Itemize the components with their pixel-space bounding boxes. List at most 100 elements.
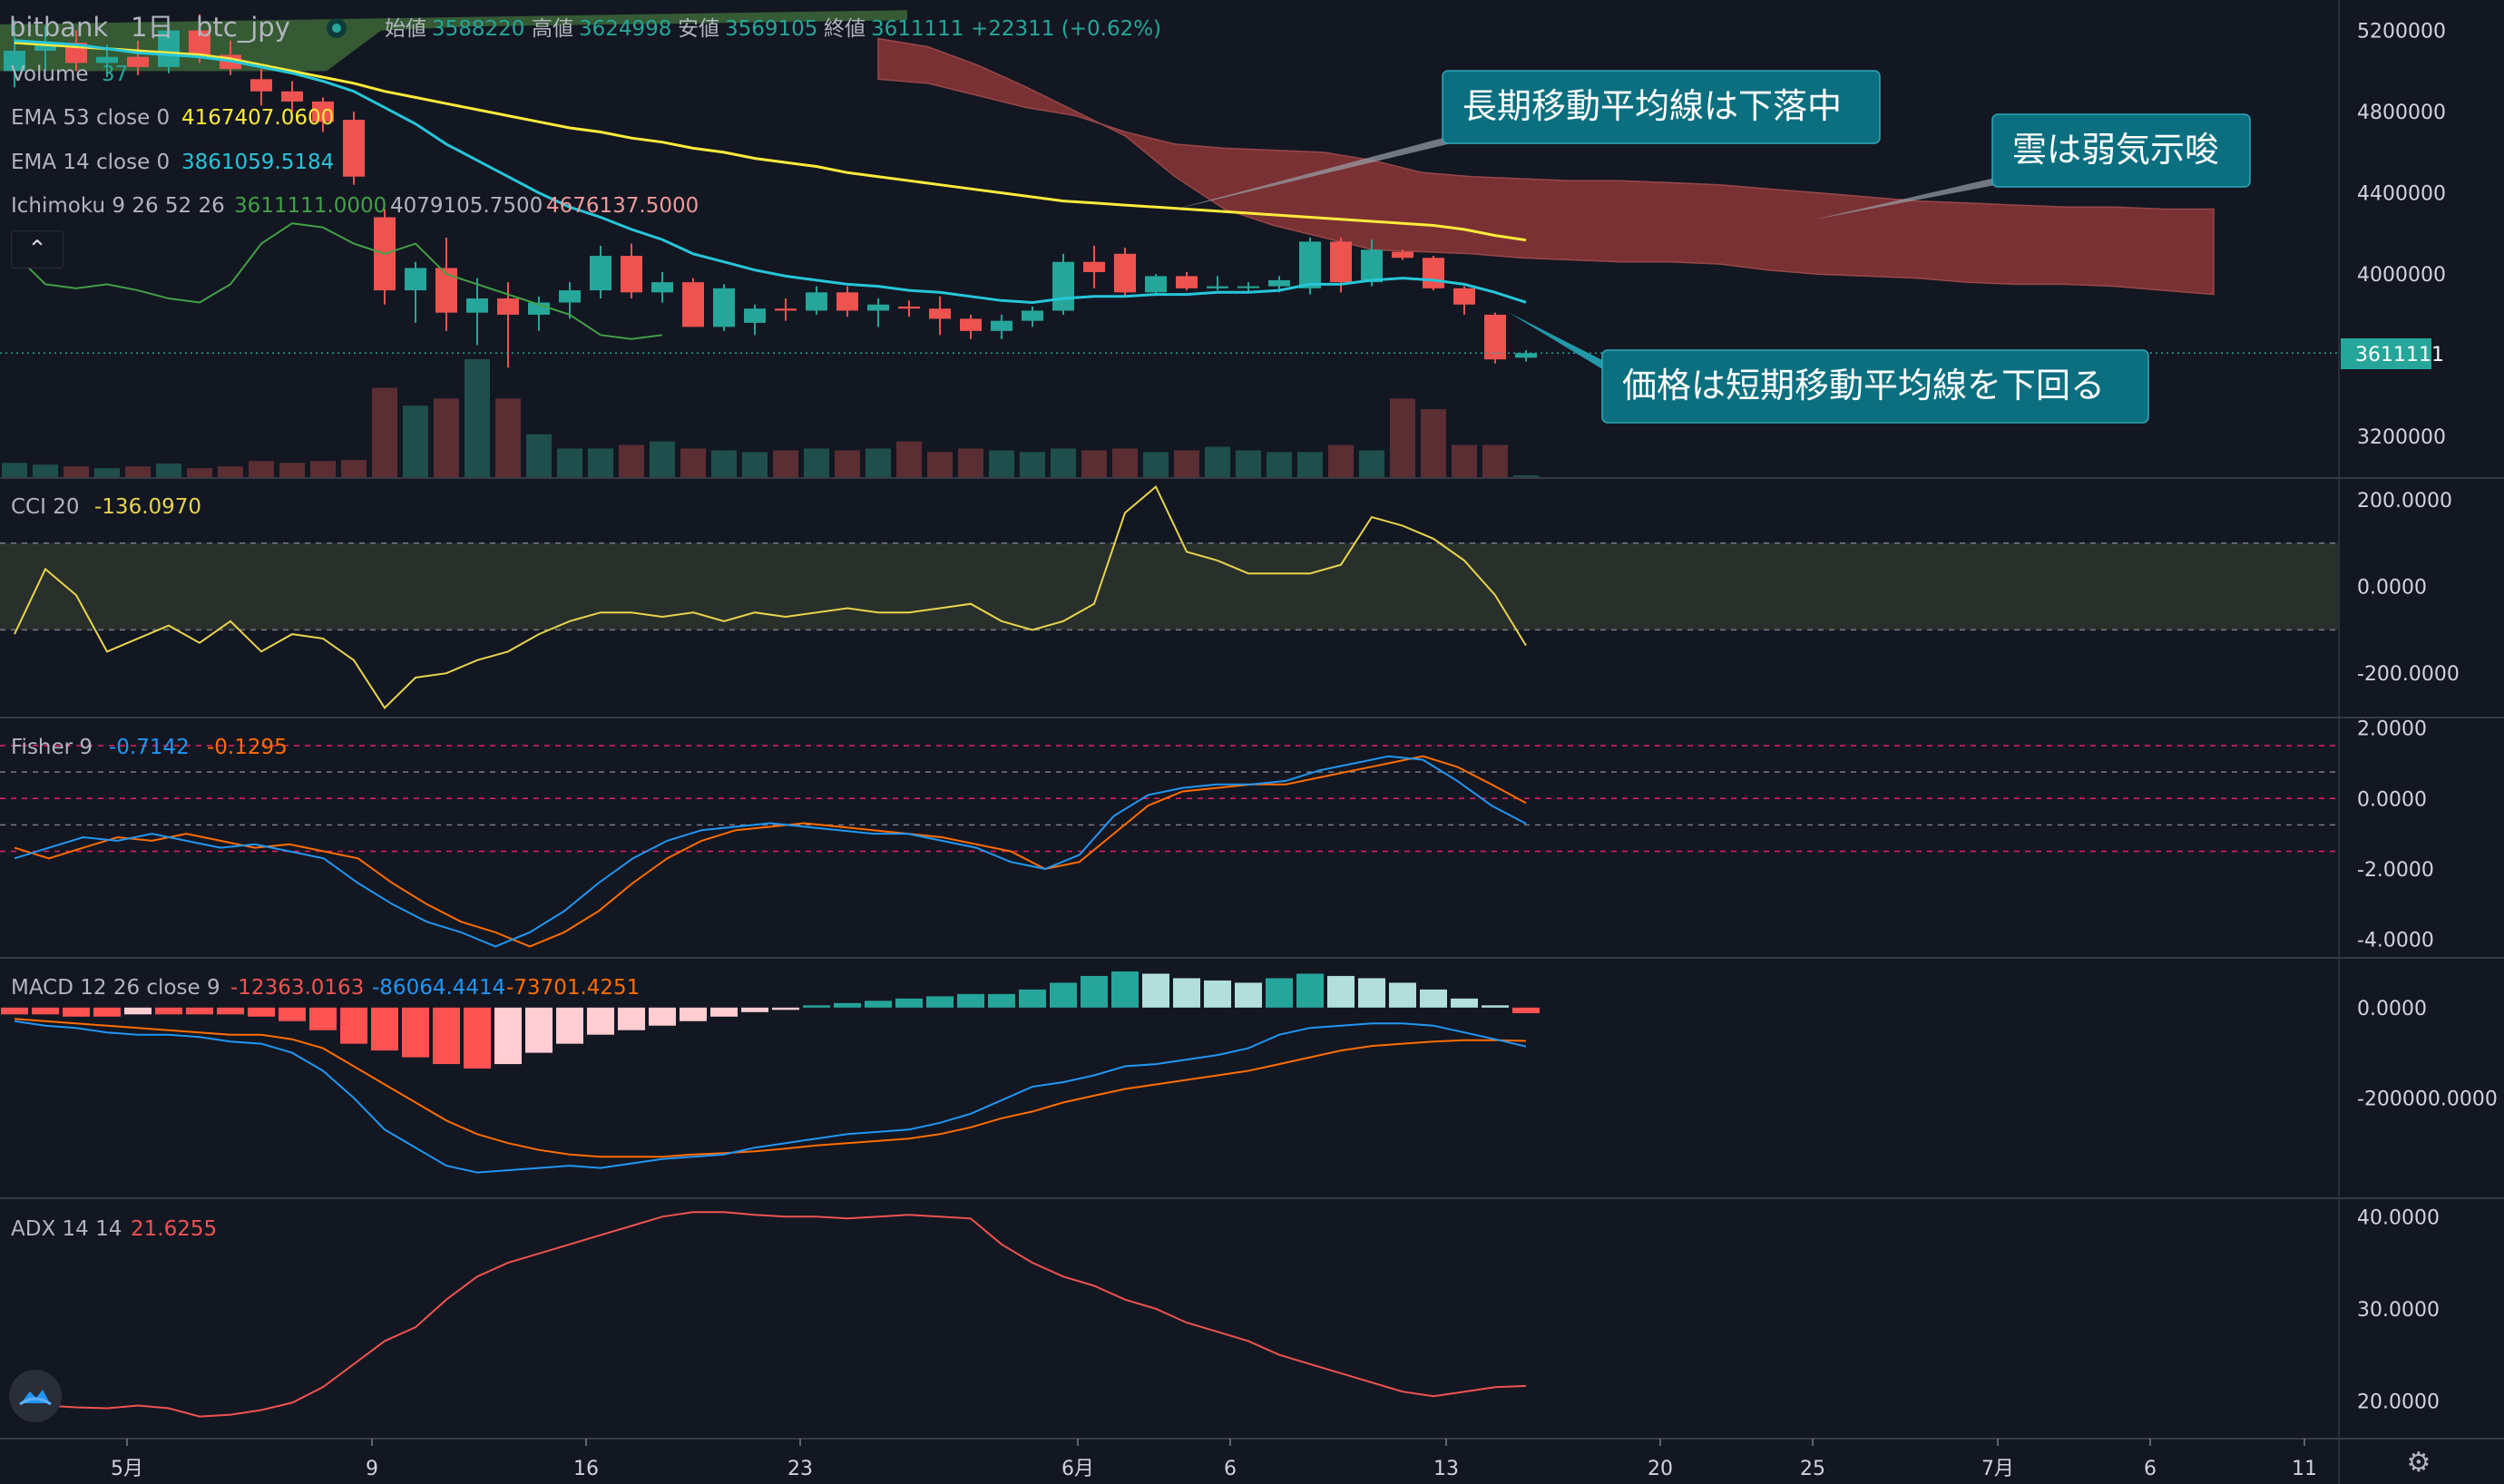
candle[interactable] <box>1145 274 1167 295</box>
candle[interactable] <box>1361 239 1383 287</box>
candlesticks[interactable] <box>4 14 1537 368</box>
candle-body <box>867 304 889 311</box>
macd-histogram-bar <box>1389 982 1416 1008</box>
candle[interactable] <box>1052 253 1074 315</box>
macd-histogram-bar <box>433 1007 460 1065</box>
candle[interactable] <box>775 298 797 321</box>
macd-histogram-bar <box>1142 973 1169 1008</box>
volume-bars <box>2 359 1539 477</box>
candle[interactable] <box>1083 245 1105 288</box>
indicator-legends: Volume 37 EMA 53 close 0 4167407.0600 EM… <box>11 63 699 1241</box>
volume-legend[interactable]: Volume <box>11 63 89 86</box>
chevron-up-icon: ⌃ <box>27 236 47 263</box>
fisher-line <box>14 755 1527 948</box>
candle-body <box>1114 253 1136 293</box>
candle[interactable] <box>435 237 457 331</box>
candle-body <box>744 308 766 323</box>
time-axis[interactable]: 5月 9 16 23 6月 6 13 20 25 7月 6 11 <box>111 1439 2317 1480</box>
candle[interactable] <box>651 271 673 303</box>
candle[interactable] <box>1330 237 1352 293</box>
ema53-legend[interactable]: EMA 53 close 0 <box>11 106 170 130</box>
fisher-legend[interactable]: Fisher 9 <box>11 736 93 759</box>
volume-bar <box>711 450 737 477</box>
candle[interactable] <box>1237 282 1259 293</box>
candle[interactable] <box>4 20 25 88</box>
gear-icon[interactable]: ⚙ <box>2406 1447 2431 1479</box>
candle[interactable] <box>312 97 334 132</box>
candle[interactable] <box>1423 256 1444 291</box>
candle[interactable] <box>713 284 735 331</box>
adx-legend[interactable]: ADX 14 14 <box>11 1217 122 1241</box>
candle[interactable] <box>836 286 858 317</box>
candle[interactable] <box>1022 306 1043 327</box>
candle[interactable] <box>158 26 180 73</box>
macd-histogram-bar <box>926 996 954 1008</box>
candle[interactable] <box>1299 237 1321 295</box>
candle[interactable] <box>929 296 951 336</box>
fisher-tick-label: -2.0000 <box>2357 859 2434 882</box>
candle[interactable] <box>1176 271 1198 291</box>
cci-legend[interactable]: CCI 20 <box>11 495 79 519</box>
volume-bar <box>465 359 490 477</box>
price-axis[interactable]: 5200000 4800000 4400000 4000000 3200000 200.0… <box>2357 21 2498 1414</box>
ema14-legend[interactable]: EMA 14 close 0 <box>11 151 170 174</box>
macd-legend-v1: -12363.0163 <box>230 976 364 1000</box>
candle[interactable] <box>1484 312 1506 364</box>
collapse-legend-button[interactable]: ⌃ <box>11 230 64 268</box>
candle[interactable] <box>127 40 149 75</box>
candle[interactable] <box>1114 248 1136 297</box>
price-tick-label: 4000000 <box>2357 264 2446 287</box>
candle[interactable] <box>281 81 303 112</box>
macd-legend-v3: -73701.4251 <box>506 976 640 1000</box>
candle-body <box>1515 353 1537 358</box>
open-value: 3588220 <box>432 17 524 41</box>
candle[interactable] <box>867 298 889 327</box>
time-tick-label: 16 <box>573 1458 599 1480</box>
volume-bar <box>1174 450 1199 477</box>
candle[interactable] <box>744 304 766 336</box>
candle[interactable] <box>621 243 642 299</box>
volume-bar <box>2 463 27 477</box>
candle[interactable] <box>466 278 488 346</box>
candle[interactable] <box>1392 249 1413 260</box>
volume-bar <box>1112 448 1138 477</box>
candle[interactable] <box>682 278 704 327</box>
candle[interactable] <box>1453 286 1475 315</box>
candle[interactable] <box>405 261 426 323</box>
annotation-short-ma[interactable]: 価格は短期移動平均線を下回る <box>1508 312 2149 424</box>
candle[interactable] <box>559 282 581 319</box>
candle[interactable] <box>34 26 56 72</box>
candle[interactable] <box>590 245 611 299</box>
interval-label[interactable]: 1日 <box>131 12 173 43</box>
close-value: 3611111 <box>871 17 963 41</box>
candle[interactable] <box>1207 276 1228 291</box>
candle-body <box>1083 261 1105 272</box>
candle[interactable] <box>343 112 365 185</box>
macd-histogram-bar <box>371 1007 398 1051</box>
annotation-long-ma[interactable]: 長期移動平均線は下落中 <box>1170 70 1881 210</box>
symbol-label[interactable]: btc_jpy <box>196 12 290 43</box>
candle[interactable] <box>898 300 920 317</box>
adx-line <box>14 1211 1527 1418</box>
macd-histogram-bar <box>309 1007 337 1030</box>
candle-body <box>1392 251 1413 259</box>
candle[interactable] <box>189 14 210 63</box>
candle[interactable] <box>960 314 982 339</box>
last-price-value: 3611111 <box>2355 344 2444 366</box>
ema53-line <box>14 41 1527 242</box>
candle[interactable] <box>991 314 1012 339</box>
macd-legend[interactable]: MACD 12 26 close 9 <box>11 976 220 1000</box>
ichimoku-legend[interactable]: Ichimoku 9 26 52 26 <box>11 194 225 218</box>
candle[interactable] <box>374 209 396 305</box>
candle[interactable] <box>806 286 827 315</box>
tradingview-logo-icon[interactable] <box>9 1370 62 1422</box>
volume-bar <box>249 461 274 477</box>
candle[interactable] <box>1515 350 1537 362</box>
candle[interactable] <box>250 69 272 106</box>
annotation-cloud[interactable]: 雲は弱気示唆 <box>1814 113 2251 220</box>
fisher-legend-v1: -0.7142 <box>109 736 190 759</box>
time-tick-label: 6月 <box>1061 1458 1094 1480</box>
volume-bar <box>588 448 613 477</box>
